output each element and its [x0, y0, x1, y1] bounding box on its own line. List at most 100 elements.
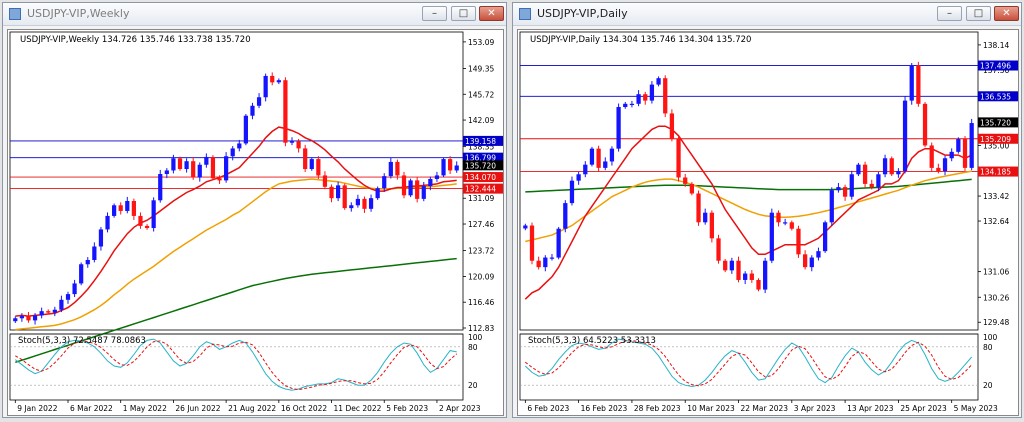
close-button[interactable]: ✕ [479, 6, 504, 21]
bull-candle [523, 225, 528, 229]
bear-candle [296, 141, 301, 149]
daily-chart-area[interactable]: 138.14137.36135.00133.42132.64131.06130.… [517, 29, 1019, 416]
weekly-stoch-label: Stoch(5,3,3) 72.5487 78.0863 [18, 336, 146, 346]
bull-candle [729, 260, 734, 271]
weekly-window-title: USDJPY-VIP,Weekly [27, 7, 130, 20]
price-level-tag [463, 152, 503, 163]
bear-candle [669, 113, 675, 140]
maximize-button[interactable]: □ [966, 6, 991, 21]
price-level-tag [463, 172, 503, 183]
price-level-tag [978, 60, 1018, 71]
y-tick-label: 129.48 [983, 318, 1009, 327]
bear-candle [676, 139, 681, 178]
price-level-tag [978, 133, 1018, 144]
bull-candle [816, 251, 821, 258]
x-tick-label: 5 Feb 2023 [386, 404, 428, 413]
weekly-chart-window[interactable]: USDJPY-VIP,Weekly – □ ✕ 153.09 149.35 145.… [2, 2, 507, 418]
x-tick-label: 5 May 2023 [954, 404, 998, 413]
bull-candle [158, 174, 163, 201]
bull-candle [112, 205, 117, 216]
bull-candle [649, 84, 655, 101]
price-level-label: 135.209 [980, 135, 1011, 144]
bull-candle [98, 229, 104, 247]
bear-candle [663, 78, 668, 114]
bull-candle [769, 212, 774, 261]
daily-chart-svg[interactable]: 138.14137.36135.00133.42132.64131.06130.… [518, 30, 1018, 415]
bull-candle [85, 259, 90, 265]
bull-candle [375, 188, 380, 199]
minimize-button[interactable]: – [937, 6, 962, 21]
bull-candle [184, 161, 189, 170]
ma-fast-line [524, 125, 973, 300]
close-button[interactable]: ✕ [994, 6, 1019, 21]
bull-candle [368, 198, 374, 209]
bull-candle [563, 203, 568, 229]
bull-candle [408, 180, 413, 196]
stoch-level-label: 20 [983, 381, 993, 390]
bull-candle [421, 186, 426, 199]
x-tick-label: 10 Mar 2023 [687, 404, 735, 413]
bear-candle [802, 254, 808, 268]
x-tick-label: 21 Aug 2022 [228, 404, 276, 413]
bull-candle [349, 205, 354, 209]
bear-candle [217, 178, 222, 181]
bull-candle [13, 318, 18, 322]
stoch-max-label: 100 [468, 333, 483, 342]
y-tick-label: 149.35 [468, 64, 494, 73]
daily-chart-window[interactable]: USDJPY-VIP,Daily – □ ✕ 138.14137.36135.0… [512, 2, 1022, 418]
bull-candle [428, 178, 433, 187]
bear-candle [756, 279, 761, 290]
price-level-label: 134.070 [465, 173, 496, 182]
y-tick-label: 135.00 [983, 141, 1009, 150]
price-level-tag [978, 117, 1018, 128]
y-tick-label: 132.64 [983, 217, 1009, 226]
bull-candle [263, 75, 268, 98]
price-level-label: 137.496 [980, 62, 1011, 71]
y-tick-label: 138.14 [983, 41, 1009, 50]
y-tick-label: 130.26 [983, 293, 1009, 302]
stoch-k-line [14, 338, 457, 391]
bear-candle [342, 185, 347, 209]
bear-candle [329, 186, 334, 199]
x-tick-label: 6 Mar 2022 [70, 404, 113, 413]
x-tick-label: 9 Jan 2022 [17, 404, 57, 413]
bull-candle [164, 170, 169, 174]
bear-candle [936, 167, 941, 172]
stoch-d-line [15, 340, 458, 391]
bull-candle [441, 159, 446, 176]
daily-stoch-label: Stoch(5,3,3) 64.5223 53.3313 [528, 336, 656, 346]
price-level-label: 136.535 [980, 92, 1011, 101]
bear-candle [922, 103, 928, 146]
bull-candle [569, 180, 575, 204]
x-tick-label: 16 Feb 2023 [581, 404, 628, 413]
y-tick-label: 120.09 [468, 272, 494, 281]
stoch-level-label: 20 [468, 381, 478, 390]
bull-candle [703, 212, 708, 223]
bear-candle [689, 183, 695, 194]
daily-ohlc-header: USDJPY-VIP,Daily 134.304 135.746 134.304… [530, 35, 751, 45]
daily-window-titlebar[interactable]: USDJPY-VIP,Daily – □ ✕ [513, 3, 1021, 26]
bull-candle [237, 143, 242, 149]
weekly-chart-svg[interactable]: 153.09 149.35 145.72 142.09 138.35 131.09 127.… [8, 30, 503, 415]
bull-candle [589, 148, 595, 165]
bear-candle [118, 205, 123, 211]
chart-window-icon [519, 8, 531, 20]
bull-candle [39, 311, 44, 316]
bear-candle [303, 148, 308, 170]
bull-candle [902, 100, 908, 172]
bear-candle [696, 193, 701, 223]
ma-mid-line [525, 170, 972, 243]
minimize-button[interactable]: – [422, 6, 447, 21]
main-panel-frame [519, 31, 979, 331]
chart-window-icon [9, 8, 21, 20]
bull-candle [783, 222, 788, 224]
price-level-tag [978, 91, 1018, 102]
bear-candle [842, 187, 848, 197]
price-level-tag [463, 160, 503, 171]
maximize-button[interactable]: □ [451, 6, 476, 21]
price-level-tag [978, 166, 1018, 177]
x-tick-label: 6 Feb 2023 [527, 404, 569, 413]
bear-candle [749, 273, 754, 280]
weekly-window-titlebar[interactable]: USDJPY-VIP,Weekly – □ ✕ [3, 3, 506, 26]
weekly-chart-area[interactable]: 153.09 149.35 145.72 142.09 138.35 131.09 127.… [7, 29, 504, 416]
